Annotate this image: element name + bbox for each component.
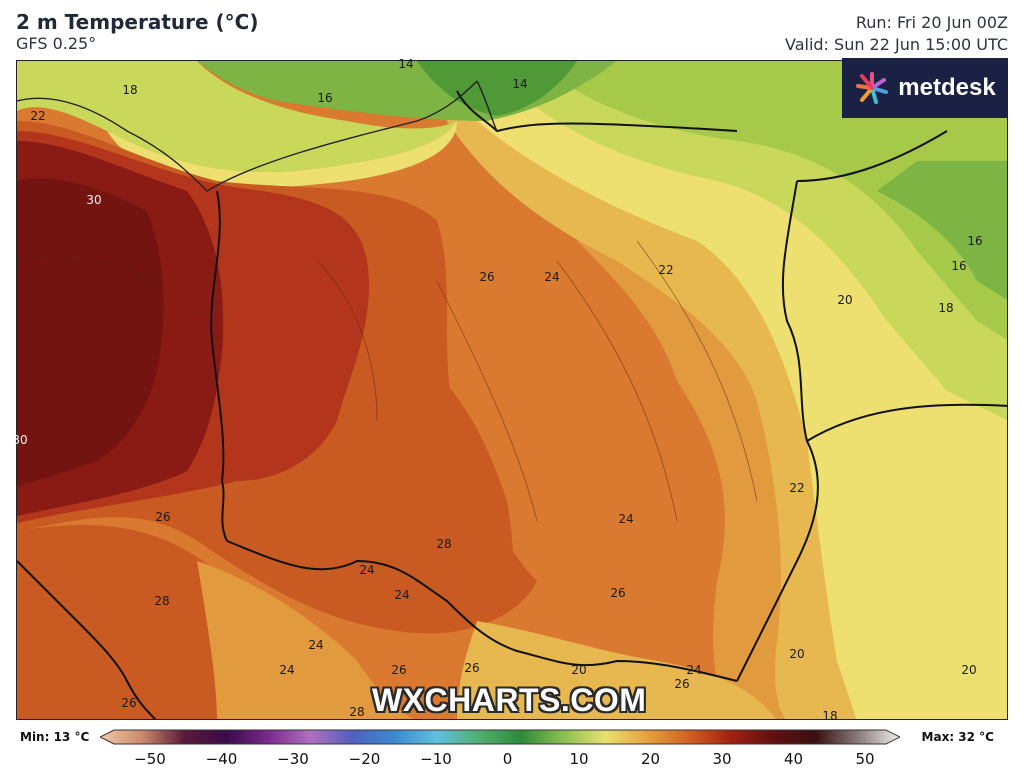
colorbar-tick: 40 (783, 750, 804, 768)
isotherm-label: 28 (154, 594, 170, 608)
isotherm-label: 26 (479, 270, 495, 284)
colorbar-tick: 0 (502, 750, 513, 768)
metdesk-flower-icon (856, 72, 889, 104)
coastline (17, 80, 498, 192)
region-green (877, 161, 1007, 300)
isotherm-label: 22 (658, 263, 674, 277)
temperature-map (16, 60, 1008, 720)
isotherm-label: 20 (789, 647, 805, 661)
header-left: 2 m Temperature (°C) GFS 0.25° (16, 10, 258, 54)
region-southeast-amber (457, 621, 776, 719)
colorbar-min: Min: 13 °C (20, 730, 90, 744)
header-right: Run: Fri 20 Jun 00Z Valid: Sun 22 Jun 15… (785, 12, 1008, 56)
colorbar-tick: −50 (134, 750, 166, 768)
isotherm-label: 24 (394, 588, 410, 602)
isotherm-label: 26 (155, 510, 171, 524)
country-borders (17, 90, 1007, 719)
isotherm-label: 24 (279, 663, 295, 677)
isotherm-label: 26 (121, 696, 137, 710)
isotherm-lines (17, 240, 758, 522)
isotherm-label: 24 (618, 512, 634, 526)
isotherm-label: 24 (359, 563, 375, 577)
region-amber-south (197, 561, 414, 719)
region-coast-band (17, 61, 457, 172)
isotherm-label: 30 (12, 433, 28, 447)
isotherm-label: 24 (544, 270, 560, 284)
colorbar (100, 729, 900, 745)
isotherm-label: 26 (674, 677, 690, 691)
isotherm-label: 22 (789, 481, 805, 495)
region-dark-green (417, 61, 577, 116)
isotherm-label: 22 (30, 109, 46, 123)
colorbar-tick: −10 (420, 750, 452, 768)
watermark: WXCHARTS.COM (372, 682, 647, 718)
map-canvas (17, 61, 1007, 719)
region-coast-yellow (107, 121, 457, 188)
isotherm-label: 24 (308, 638, 324, 652)
isotherm-label: 20 (571, 663, 587, 677)
colorbar-tick: −30 (277, 750, 309, 768)
isotherm-label: 24 (686, 663, 702, 677)
isotherm-label: 20 (961, 663, 977, 677)
colorbar-tick: 30 (712, 750, 732, 768)
isotherm-label: 20 (837, 293, 853, 307)
run-time: Run: Fri 20 Jun 00Z (855, 13, 1008, 32)
colorbar-tick: −40 (205, 750, 238, 768)
isotherm-label: 14 (512, 77, 528, 91)
colorbar-tick: 50 (855, 750, 875, 768)
isotherm-label: 30 (86, 193, 102, 207)
isotherm-label: 16 (967, 234, 983, 248)
isotherm-label: 16 (317, 91, 333, 105)
isotherm-label: 26 (464, 661, 480, 675)
metdesk-logo: metdesk (842, 58, 1008, 118)
isotherm-label: 16 (951, 259, 967, 273)
isotherm-label: 26 (391, 663, 407, 677)
isotherm-label: 14 (398, 57, 414, 71)
colorbar-tick: 20 (640, 750, 661, 768)
chart-title: 2 m Temperature (°C) (16, 10, 259, 34)
model-label: GFS 0.25° (16, 34, 97, 53)
isotherm-label: 18 (938, 301, 954, 315)
isotherm-label: 18 (822, 709, 838, 723)
colorbar-gradient (100, 729, 900, 745)
region-light-green (537, 61, 1007, 340)
isotherm-label: 26 (610, 586, 626, 600)
isotherm-label: 28 (436, 537, 452, 551)
colorbar-tick: 10 (569, 750, 589, 768)
region-center-warm (409, 361, 513, 621)
colorbar-max: Max: 32 °C (921, 730, 994, 744)
logo-text: metdesk (898, 74, 996, 101)
region-very-hot-inner (17, 178, 164, 486)
colorbar-tick: −20 (348, 750, 381, 768)
valid-time: Valid: Sun 22 Jun 15:00 UTC (785, 35, 1008, 54)
isotherm-label: 28 (349, 705, 365, 719)
isotherm-label: 18 (122, 83, 138, 97)
